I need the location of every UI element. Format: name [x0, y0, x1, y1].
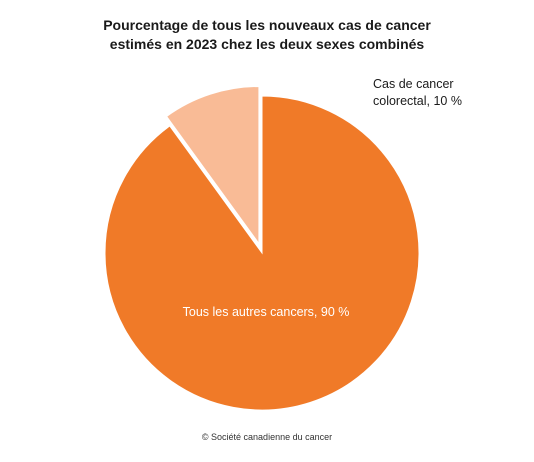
chart-title: Pourcentage de tous les nouveaux cas de …: [0, 16, 534, 54]
pie-slice-label-line: Cas de cancer: [373, 77, 454, 91]
pie-slices: [104, 85, 420, 411]
chart-title-line-1: Pourcentage de tous les nouveaux cas de …: [103, 17, 431, 33]
pie-labels: Tous les autres cancers, 90 % Cas de canc…: [183, 77, 462, 319]
pie-slice-label-line: Tous les autres cancers, 90 %: [183, 305, 350, 319]
pie-slice-label-line: colorectal, 10 %: [373, 94, 462, 108]
chart-title-line-2: estimés en 2023 chez les deux sexes comb…: [109, 36, 425, 52]
pie-slice-label-1: Cas de cancer colorectal, 10 %: [373, 77, 462, 108]
pie-slice-0: [104, 95, 420, 411]
pie-slice-label-0: Tous les autres cancers, 90 %: [183, 305, 350, 319]
pie-slice-1: [165, 85, 260, 246]
copyright-credit: © Société canadienne du cancer: [201, 432, 333, 442]
